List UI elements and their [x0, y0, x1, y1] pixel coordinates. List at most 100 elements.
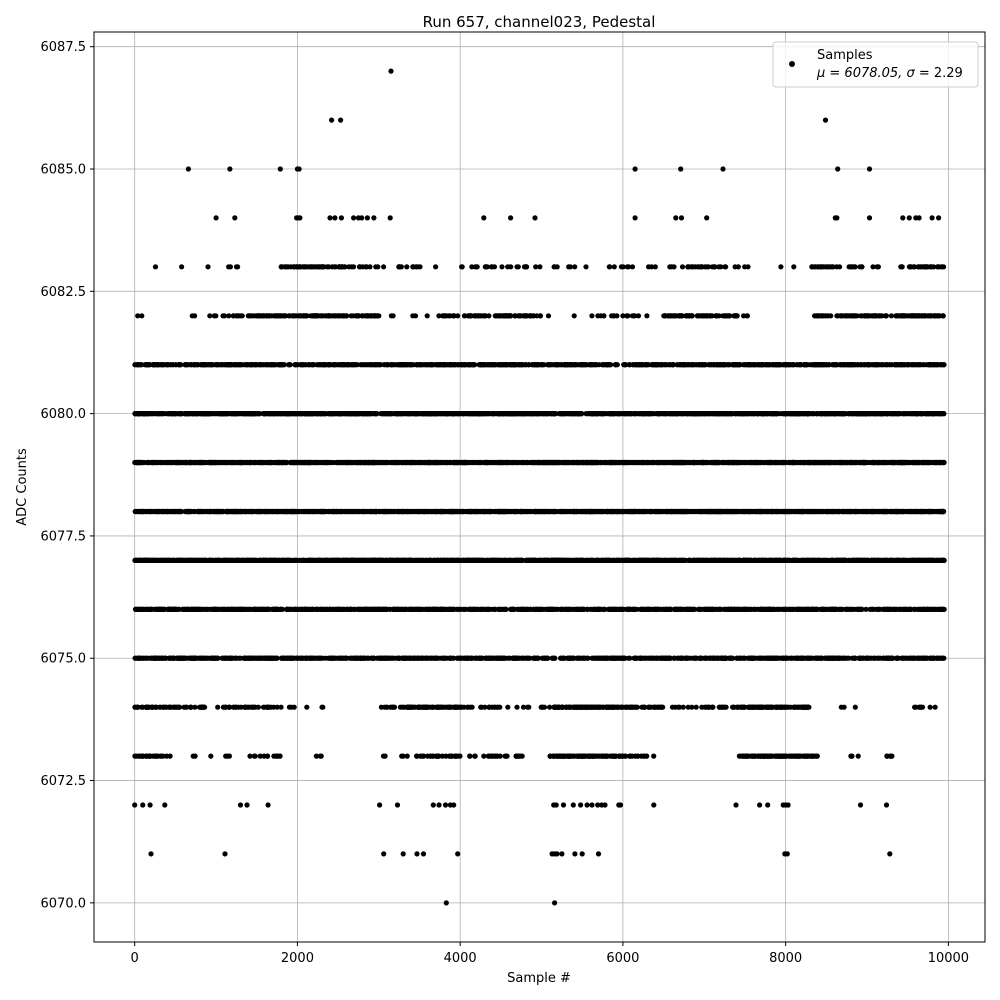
data-point: [937, 459, 943, 466]
data-point: [669, 411, 675, 417]
data-point: [596, 362, 602, 368]
data-point: [926, 362, 932, 368]
data-points: [132, 68, 947, 906]
data-point: [498, 459, 504, 466]
data-point: [411, 411, 417, 417]
data-point: [244, 362, 250, 368]
data-point: [310, 362, 316, 368]
data-point: [587, 459, 593, 466]
data-point: [537, 459, 544, 466]
data-point: [684, 362, 690, 368]
data-point: [243, 459, 249, 466]
data-point: [253, 411, 259, 417]
data-point: [880, 459, 886, 466]
data-point: [481, 362, 487, 368]
data-point: [493, 362, 499, 368]
data-point: [657, 459, 663, 466]
data-point: [751, 411, 757, 417]
data-point: [324, 459, 330, 466]
data-point: [354, 459, 360, 466]
data-point: [358, 411, 364, 417]
data-point: [823, 362, 830, 368]
data-point: [932, 411, 938, 417]
data-point: [309, 411, 315, 417]
data-point: [192, 411, 198, 417]
data-point: [623, 411, 629, 417]
data-point: [683, 459, 689, 466]
data-point: [702, 459, 709, 466]
data-point: [849, 362, 855, 368]
chart-title: Run 657, channel023, Pedestal: [423, 13, 656, 31]
data-point: [168, 459, 175, 466]
data-point: [846, 411, 852, 417]
data-point: [472, 459, 479, 466]
data-point: [670, 459, 676, 466]
data-point: [238, 362, 244, 368]
data-point: [460, 362, 466, 368]
data-point: [663, 411, 670, 417]
data-point: [300, 411, 306, 417]
data-point: [422, 411, 428, 417]
data-point: [767, 362, 773, 368]
data-point: [340, 362, 346, 368]
data-point: [225, 411, 231, 417]
data-point: [918, 362, 924, 368]
data-point: [561, 411, 568, 417]
data-point: [556, 459, 562, 466]
data-point: [528, 459, 535, 466]
data-point: [610, 459, 616, 466]
data-point: [315, 411, 321, 417]
data-point: [216, 362, 222, 368]
data-point: [663, 459, 669, 466]
data-point: [585, 411, 591, 417]
data-point: [361, 459, 368, 466]
data-point: [737, 362, 743, 368]
data-point: [578, 362, 584, 368]
data-point: [674, 362, 681, 368]
data-point: [912, 362, 919, 368]
data-point: [233, 459, 239, 466]
data-point: [745, 362, 751, 368]
data-point: [801, 362, 807, 368]
data-point: [250, 362, 256, 368]
data-point: [288, 459, 295, 466]
data-point: [477, 459, 483, 466]
data-point: [831, 459, 837, 466]
data-point: [292, 362, 298, 368]
data-point: [684, 411, 690, 417]
data-point: [772, 362, 778, 368]
data-point: [607, 411, 613, 417]
data-point: [221, 459, 228, 466]
data-point: [794, 411, 800, 417]
data-point: [902, 459, 909, 466]
data-point: [348, 411, 354, 417]
data-point: [334, 459, 340, 466]
data-point: [931, 362, 938, 368]
data-point: [735, 459, 741, 466]
data-point: [158, 362, 164, 368]
data-point: [564, 362, 570, 368]
data-point: [400, 411, 406, 417]
data-point: [674, 411, 680, 417]
data-point: [937, 411, 943, 417]
data-point: [901, 411, 907, 417]
data-point: [549, 411, 555, 417]
data-point: [499, 362, 506, 368]
data-point: [358, 362, 365, 368]
data-point: [589, 362, 595, 368]
data-point: [162, 459, 168, 466]
data-point: [639, 362, 646, 368]
data-point: [861, 411, 867, 417]
data-point: [707, 362, 713, 368]
data-point: [871, 459, 877, 466]
data-point: [680, 411, 686, 417]
data-point: [339, 459, 345, 466]
data-point: [428, 411, 434, 417]
data-point: [456, 459, 462, 466]
data-point: [421, 362, 427, 368]
data-point: [211, 459, 217, 466]
data-point: [337, 411, 343, 417]
data-point: [416, 362, 422, 368]
data-point: [246, 411, 252, 417]
data-point: [692, 362, 698, 368]
